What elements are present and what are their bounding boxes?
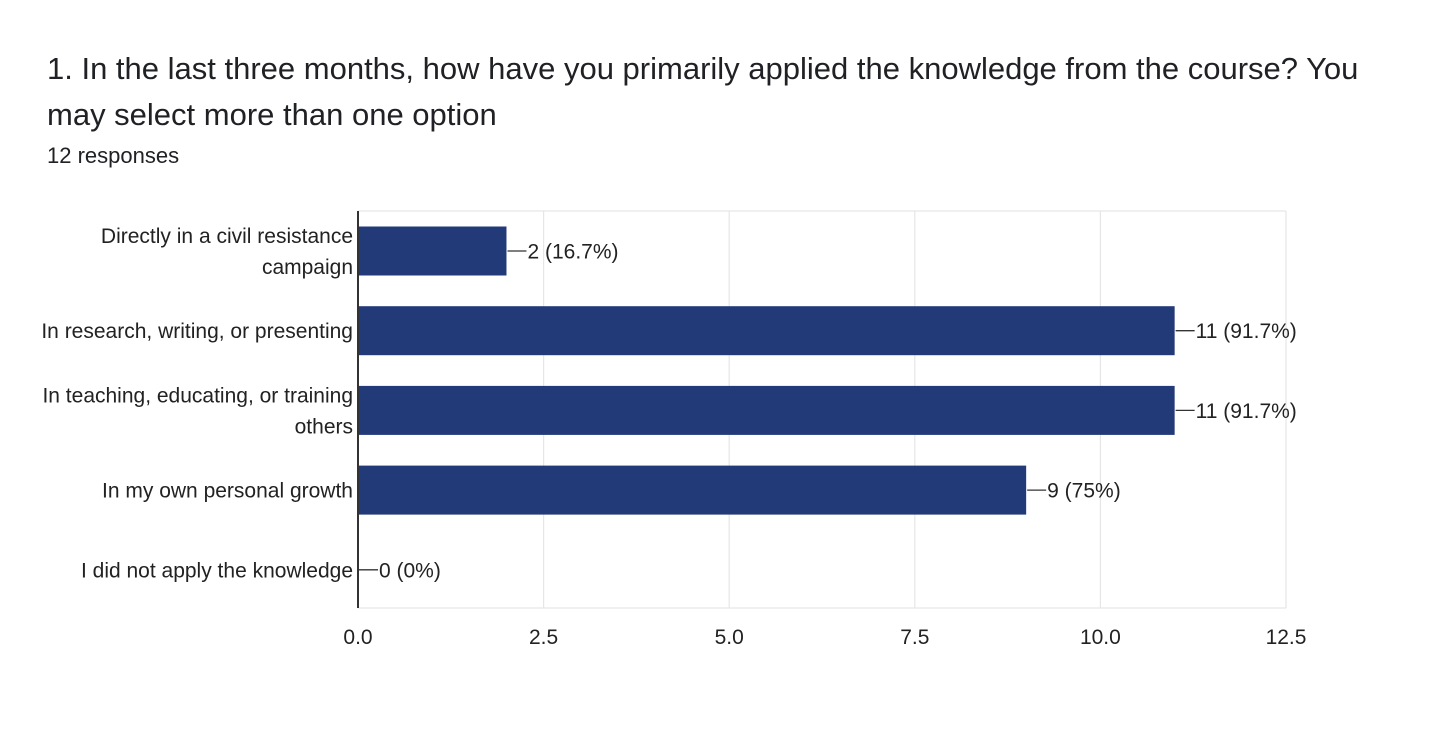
x-tick-label: 10.0 xyxy=(1080,626,1121,649)
data-label: 2 (16.7%) xyxy=(527,241,618,264)
x-tick-label: 12.5 xyxy=(1266,626,1307,649)
category-label: others xyxy=(295,415,353,438)
category-label: In my own personal growth xyxy=(102,480,353,503)
bar xyxy=(358,306,1175,356)
x-tick-label: 0.0 xyxy=(343,626,372,649)
x-tick-label: 2.5 xyxy=(529,626,558,649)
category-label: I did not apply the knowledge xyxy=(81,559,353,582)
labels-layer: 0.0 2.5 5.0 7.5 10.0 12.5 2 (16.7%) Directly in… xyxy=(41,225,1306,649)
x-tick-label: 7.5 xyxy=(900,626,929,649)
response-count: 12 responses xyxy=(47,143,180,168)
category-label: campaign xyxy=(262,256,353,279)
category-label: In teaching, educating, or training xyxy=(42,384,353,407)
bars-layer xyxy=(358,226,1175,515)
bar xyxy=(358,465,1027,515)
data-label: 11 (91.7%) xyxy=(1196,400,1297,423)
data-label: 9 (75%) xyxy=(1047,480,1121,503)
data-label: 11 (91.7%) xyxy=(1196,320,1297,343)
category-label: Directly in a civil resistance xyxy=(101,225,353,248)
x-tick-label: 5.0 xyxy=(715,626,744,649)
category-label: In research, writing, or presenting xyxy=(41,320,353,343)
question-title: 1. In the last three months, how have yo… xyxy=(47,51,1359,132)
bar xyxy=(358,226,507,276)
bar xyxy=(358,385,1175,435)
data-label: 0 (0%) xyxy=(379,559,441,582)
